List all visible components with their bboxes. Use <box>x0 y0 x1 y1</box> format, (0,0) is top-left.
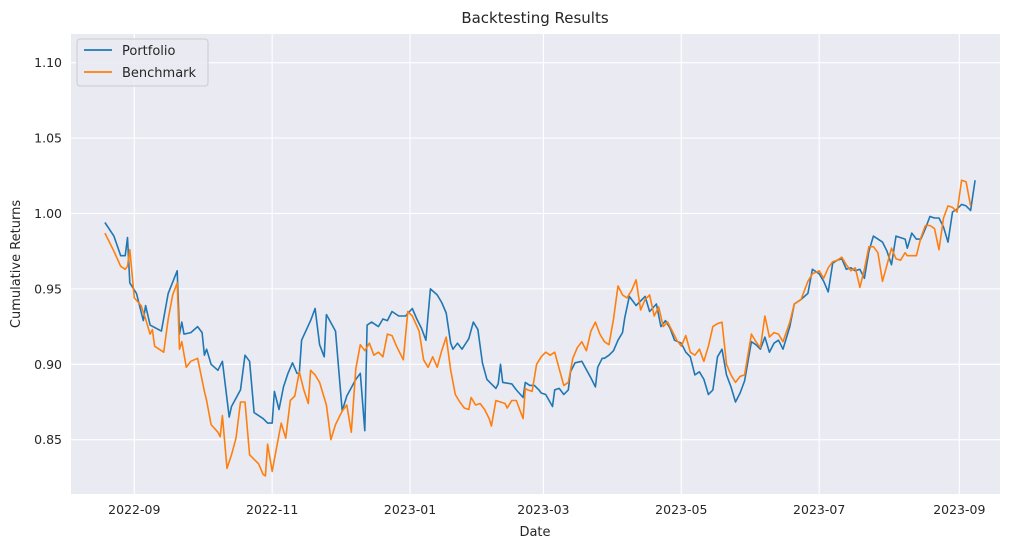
x-tick-label: 2022-09 <box>108 502 160 517</box>
legend-label: Benchmark <box>122 66 197 81</box>
y-tick-label: 0.85 <box>34 432 62 447</box>
x-tick-label: 2022-11 <box>246 502 298 517</box>
legend: Portfolio Benchmark <box>76 38 209 87</box>
x-tick-label: 2023-09 <box>933 502 985 517</box>
y-tick-label: 1.10 <box>34 55 62 70</box>
series-lines <box>104 179 976 477</box>
x-axis: 2022-09 2022-11 2023-01 2023-03 2023-05 2023-… <box>108 502 985 517</box>
grid-lines <box>71 34 1000 494</box>
chart-title: Backtesting Results <box>461 9 609 27</box>
x-tick-label: 2023-01 <box>384 502 436 517</box>
x-tick-label: 2023-05 <box>655 502 707 517</box>
y-axis: 0.85 0.90 0.95 1.00 1.05 1.10 <box>34 55 62 447</box>
y-tick-label: 0.95 <box>34 281 62 296</box>
y-tick-label: 1.05 <box>34 131 62 146</box>
y-tick-label: 1.00 <box>34 206 62 221</box>
y-axis-label: Cumulative Returns <box>9 200 24 328</box>
series-line-benchmark <box>104 179 972 477</box>
y-tick-label: 0.90 <box>34 357 62 372</box>
x-tick-label: 2023-07 <box>793 502 845 517</box>
plot-area <box>71 34 1000 494</box>
legend-label: Portfolio <box>122 44 176 59</box>
x-axis-label: Date <box>519 525 550 540</box>
series-line-portfolio <box>104 180 976 432</box>
x-tick-label: 2023-03 <box>517 502 569 517</box>
